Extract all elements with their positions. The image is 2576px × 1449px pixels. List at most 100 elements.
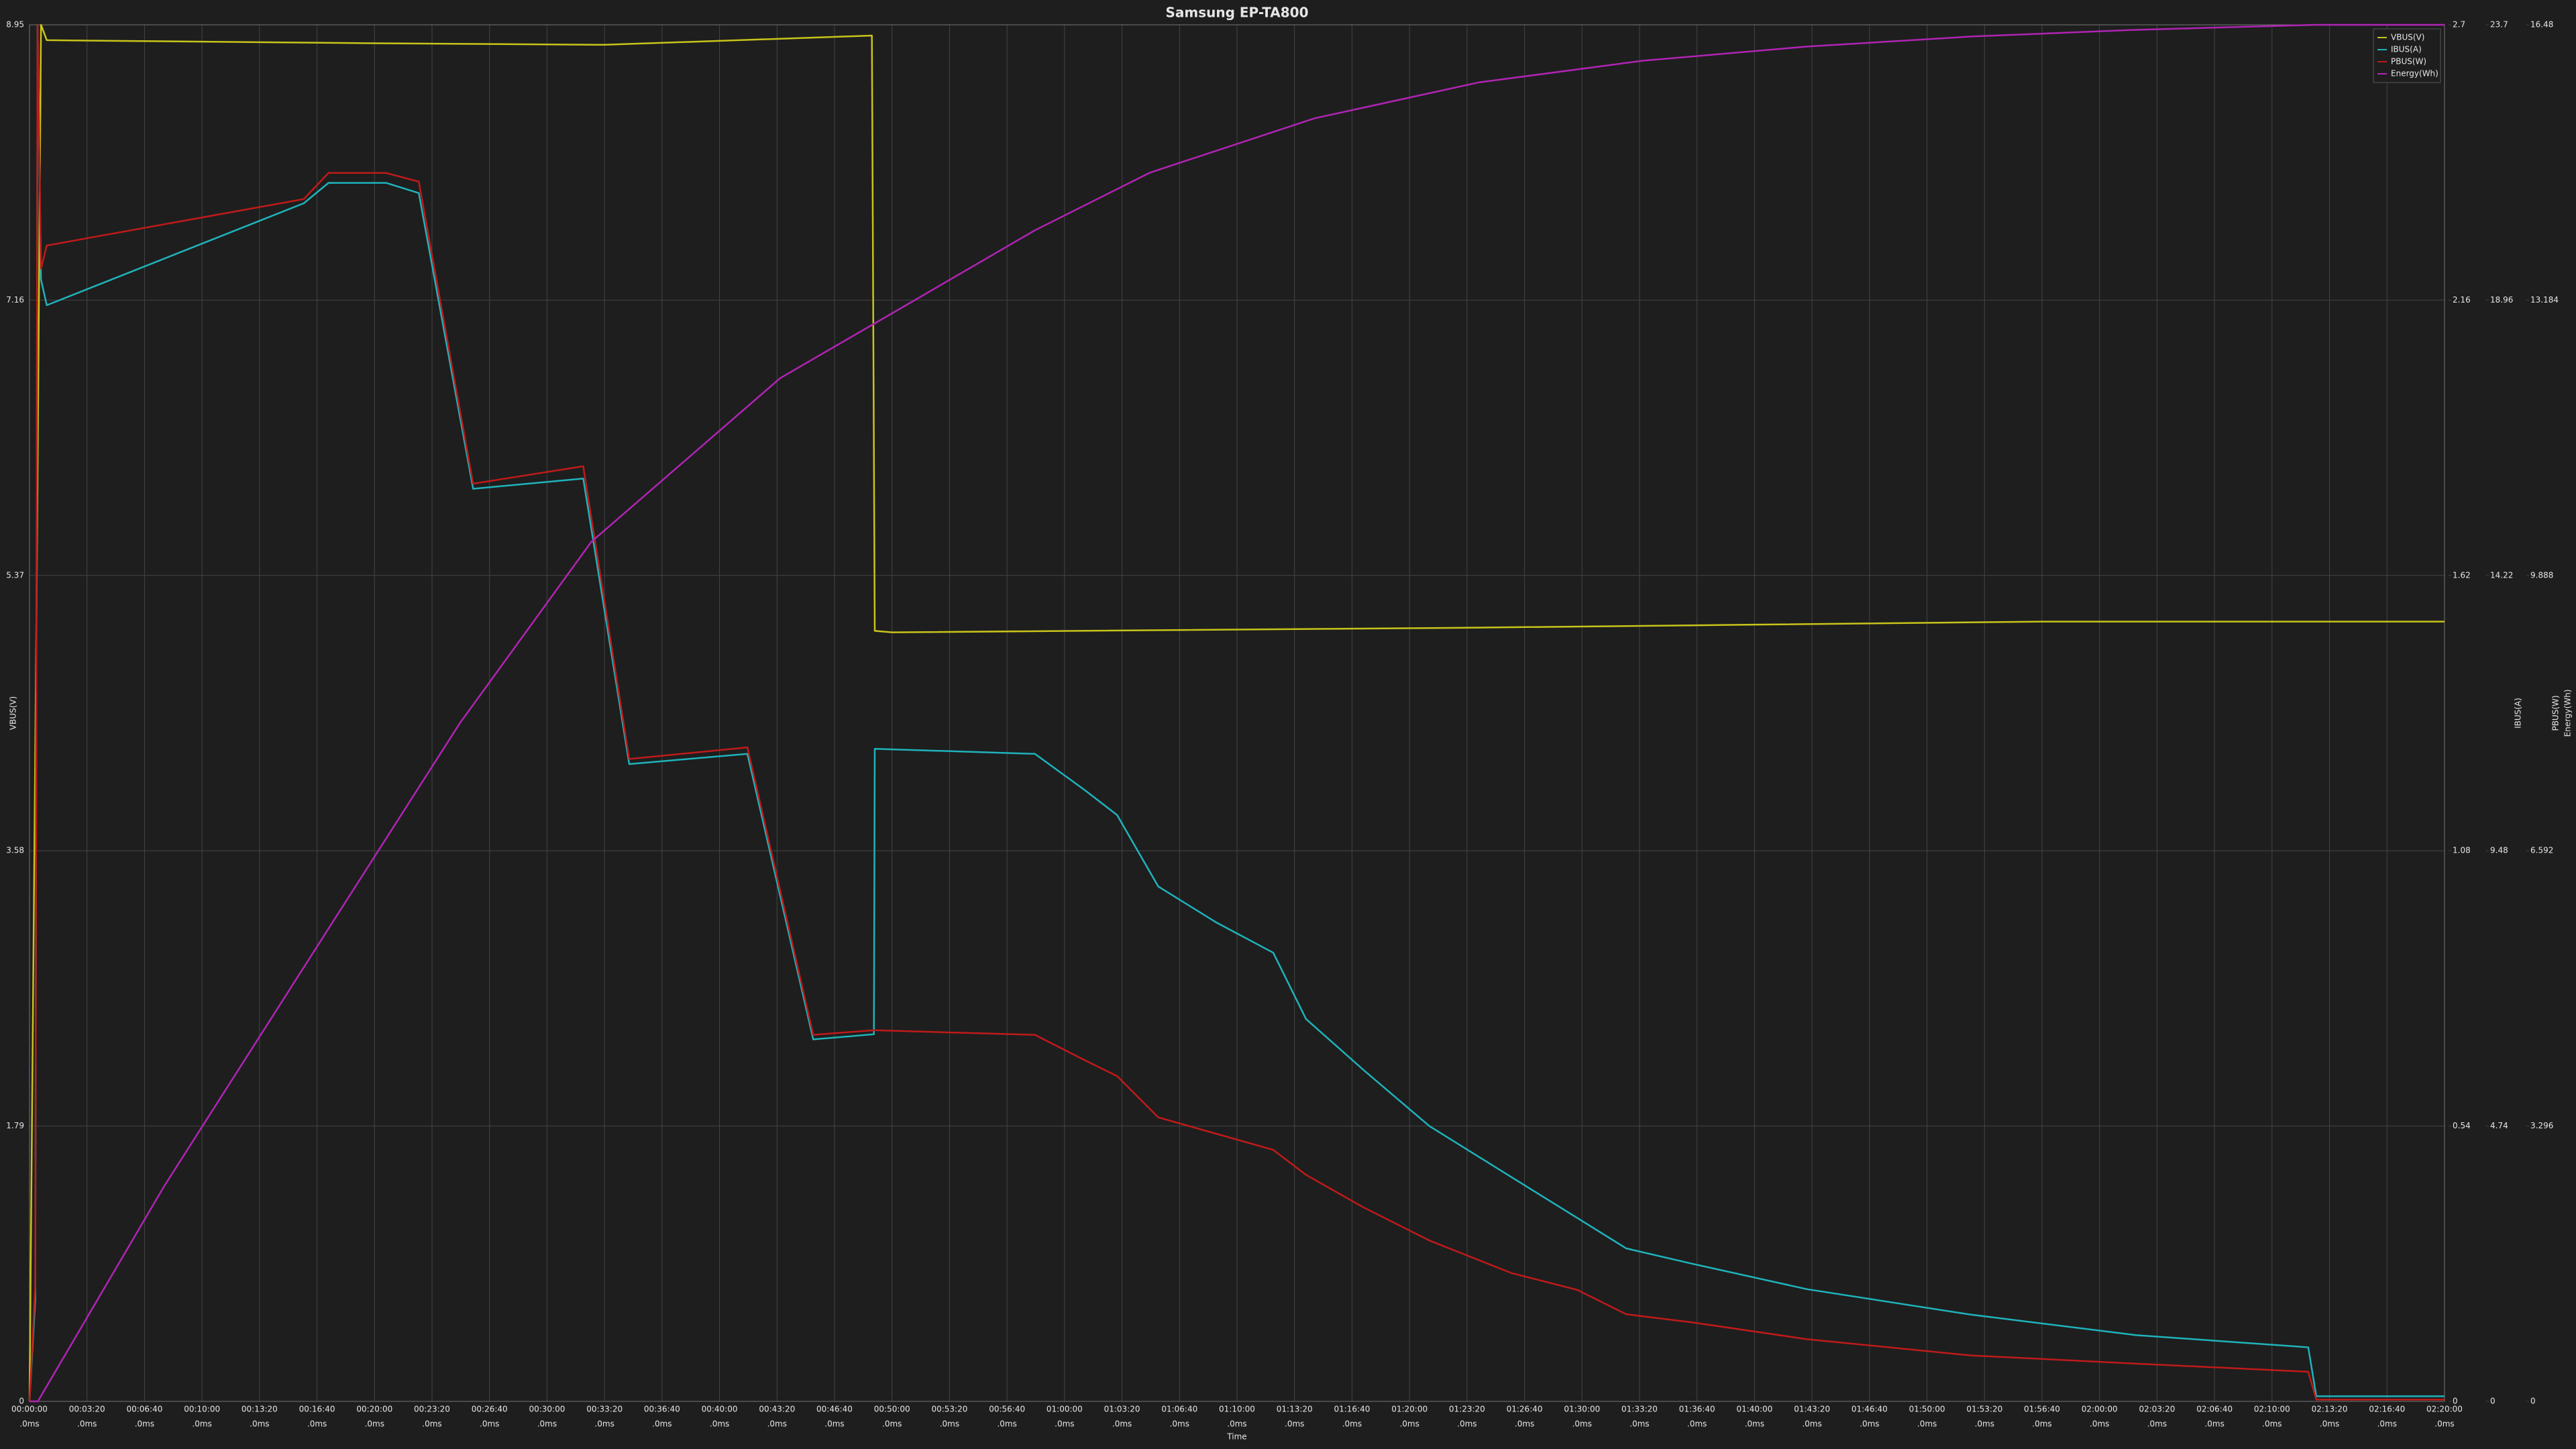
x-tick-label: 02:06:40 [2196,1405,2233,1414]
x-tick-label: 00:00:00 [11,1405,48,1414]
x-tick-sublabel: .0ms [1975,1419,1994,1429]
x-tick-sublabel: .0ms [2090,1419,2109,1429]
y-tick-label: 8.95 [6,20,24,30]
y2-tick-label: 2.16 [2453,295,2471,305]
x-tick-label: 00:43:20 [759,1405,795,1414]
x-tick-label: 00:16:40 [299,1405,335,1414]
x-tick-sublabel: .0ms [1802,1419,1821,1429]
y2-tick-label: 2.7 [2453,20,2465,30]
x-tick-sublabel: .0ms [1055,1419,1074,1429]
y2-tick-label: 0.54 [2453,1121,2471,1130]
x-tick-sublabel: .0ms [1860,1419,1879,1429]
x-tick-label: 00:26:40 [472,1405,508,1414]
y3-tick-label: 18.96 [2490,295,2513,305]
chart-title: Samsung EP-TA800 [1165,5,1308,21]
x-tick-sublabel: .0ms [1572,1419,1592,1429]
y2-axis-title: IBUS(A) [2514,698,2523,729]
legend-label: IBUS(A) [2391,45,2422,54]
x-tick-label: 00:03:20 [69,1405,105,1414]
x-tick-label: 01:26:40 [1507,1405,1543,1414]
y2-tick-label: 0 [2453,1397,2458,1406]
y2-tick-label: 1.62 [2453,570,2471,580]
x-tick-sublabel: .0ms [2032,1419,2051,1429]
series-line [28,23,2445,1402]
y4-tick-label: 16.48 [2530,20,2553,30]
x-tick-label: 00:40:00 [702,1405,738,1414]
x-tick-sublabel: .0ms [767,1419,787,1429]
y2-tick-label: 1.08 [2453,846,2471,855]
y4-tick-label: 0 [2530,1397,2536,1406]
x-tick-sublabel: .0ms [2204,1419,2224,1429]
x-tick-sublabel: .0ms [1285,1419,1304,1429]
x-tick-sublabel: .0ms [1399,1419,1419,1429]
x-axis-title: Time [1226,1432,1246,1442]
series-line [30,23,2445,1403]
x-tick-label: 00:23:20 [414,1405,450,1414]
x-tick-label: 01:16:40 [1334,1405,1370,1414]
x-tick-sublabel: .0ms [1687,1419,1707,1429]
x-tick-label: 00:46:40 [816,1405,853,1414]
x-tick-sublabel: .0ms [1515,1419,1534,1429]
x-tick-label: 01:40:00 [1736,1405,1772,1414]
x-tick-sublabel: .0ms [824,1419,844,1429]
x-tick-sublabel: .0ms [882,1419,902,1429]
x-tick-sublabel: .0ms [365,1419,384,1429]
x-tick-label: 02:13:20 [2312,1405,2348,1414]
x-tick-label: 01:33:20 [1621,1405,1658,1414]
x-tick-label: 01:00:00 [1046,1405,1083,1414]
x-tick-sublabel: .0ms [1629,1419,1649,1429]
x-tick-label: 00:30:00 [529,1405,565,1414]
x-tick-label: 01:50:00 [1909,1405,1945,1414]
y-tick-label: 5.37 [6,570,24,580]
legend-label: VBUS(V) [2391,33,2424,42]
y4-tick-label: 13.184 [2530,295,2559,305]
series-line [28,23,2445,1402]
x-tick-label: 00:56:40 [989,1405,1025,1414]
x-tick-sublabel: .0ms [1170,1419,1189,1429]
x-tick-label: 02:16:40 [2369,1405,2405,1414]
x-tick-label: 01:10:00 [1219,1405,1255,1414]
x-tick-label: 01:13:20 [1277,1405,1313,1414]
x-tick-sublabel: .0ms [135,1419,154,1429]
x-tick-label: 01:03:20 [1104,1405,1140,1414]
x-tick-label: 00:53:20 [931,1405,967,1414]
x-tick-sublabel: .0ms [2147,1419,2167,1429]
x-tick-label: 00:06:40 [126,1405,162,1414]
y4-axis-title: Energy(Wh) [2563,690,2573,737]
x-tick-sublabel: .0ms [192,1419,211,1429]
x-tick-label: 01:23:20 [1449,1405,1485,1414]
x-tick-label: 02:03:20 [2139,1405,2175,1414]
x-tick-sublabel: .0ms [2262,1419,2282,1429]
x-tick-sublabel: .0ms [997,1419,1016,1429]
y3-tick-label: 4.74 [2490,1121,2508,1130]
y3-tick-label: 9.48 [2490,846,2508,855]
x-tick-sublabel: .0ms [1342,1419,1362,1429]
series-line [28,23,2445,1402]
x-tick-sublabel: .0ms [1227,1419,1246,1429]
x-tick-label: 01:06:40 [1161,1405,1197,1414]
x-tick-label: 00:13:20 [241,1405,278,1414]
x-tick-label: 02:20:00 [2426,1405,2463,1414]
x-tick-sublabel: .0ms [77,1419,97,1429]
x-tick-label: 00:36:40 [644,1405,680,1414]
y4-tick-label: 3.296 [2530,1121,2553,1130]
x-tick-sublabel: .0ms [940,1419,959,1429]
x-tick-label: 00:50:00 [874,1405,910,1414]
legend-label: PBUS(W) [2391,57,2426,66]
y4-tick-label: 6.592 [2530,846,2553,855]
y3-tick-label: 14.22 [2490,570,2513,580]
y-tick-label: 0 [19,1397,24,1406]
y-axis-title: VBUS(V) [9,696,18,730]
x-tick-sublabel: .0ms [1457,1419,1477,1429]
y-tick-label: 1.79 [6,1121,24,1130]
plot-frame [29,24,2445,1402]
x-tick-sublabel: .0ms [1917,1419,1937,1429]
x-tick-label: 02:00:00 [2082,1405,2118,1414]
x-tick-sublabel: .0ms [652,1419,672,1429]
x-tick-sublabel: .0ms [2377,1419,2397,1429]
x-tick-label: 00:10:00 [184,1405,220,1414]
x-tick-sublabel: .0ms [2320,1419,2339,1429]
x-tick-sublabel: .0ms [594,1419,614,1429]
